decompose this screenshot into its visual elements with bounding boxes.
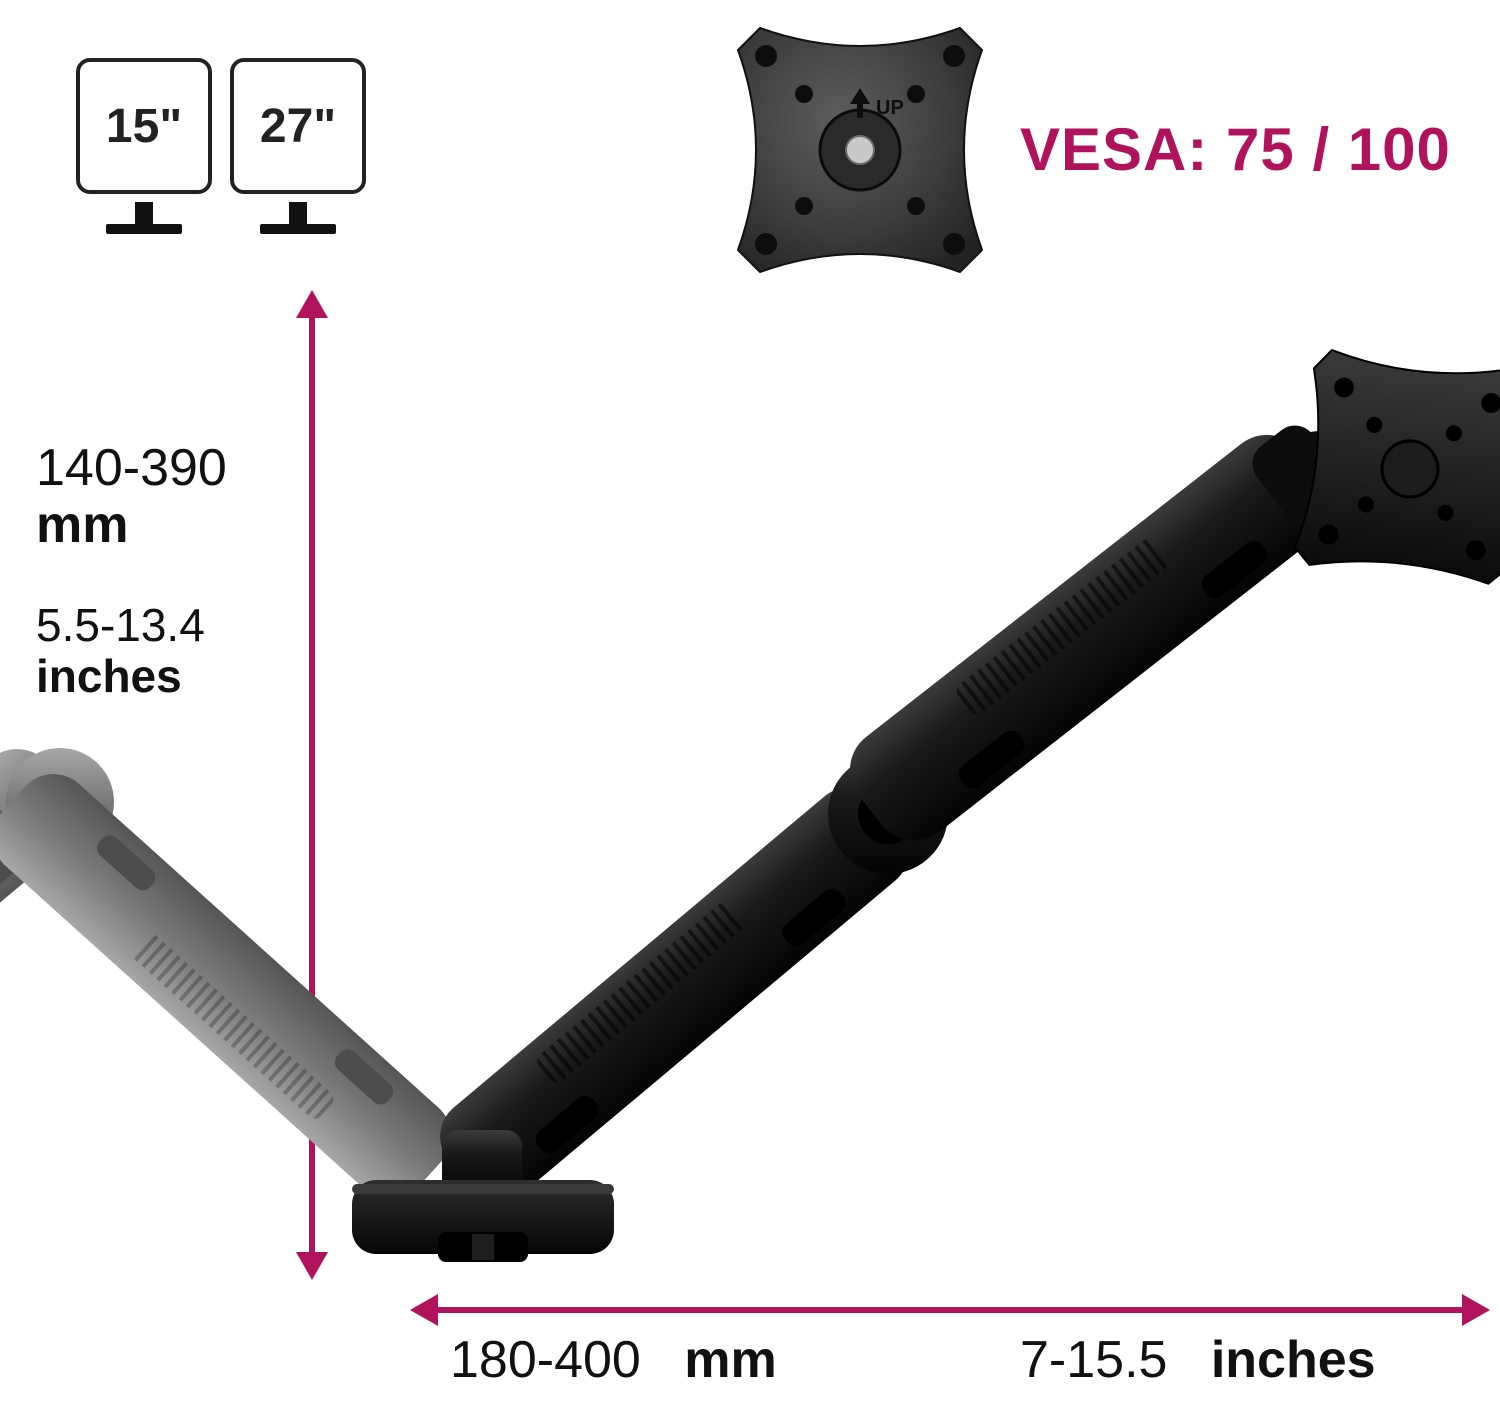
- arm-ghost-lower: [0, 758, 467, 1214]
- monitor-arm-illustration: [0, 0, 1500, 1405]
- arm-upper-segment: [833, 406, 1364, 858]
- arm-vesa-head: [1293, 348, 1500, 585]
